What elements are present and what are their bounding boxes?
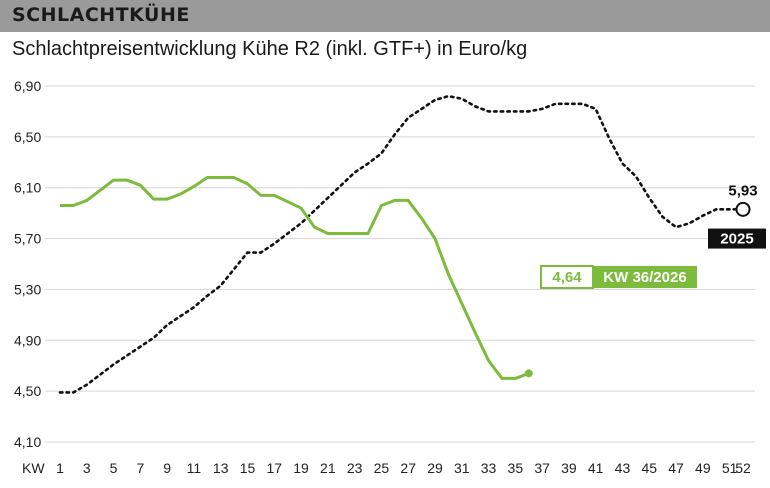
legend-badge-2026: [593, 266, 697, 288]
x-tick-label: 33: [481, 460, 497, 476]
x-tick-label: 13: [213, 460, 229, 476]
x-tick-label: 11: [187, 460, 202, 476]
legend-label-2025: 2025: [720, 231, 753, 248]
x-tick-label: 35: [508, 460, 524, 476]
gridlines: [45, 85, 755, 443]
x-tick-label: 5: [110, 460, 118, 476]
y-tick-label: 5,30: [14, 281, 41, 297]
x-tick-label: 19: [293, 460, 309, 476]
x-tick-label: 25: [374, 460, 390, 476]
x-tick-label: 47: [668, 460, 684, 476]
y-tick-label: 4,10: [14, 434, 41, 450]
x-tick-label: 7: [136, 460, 144, 476]
y-tick-label: 6,90: [14, 78, 41, 94]
value-label-2025: 5,93: [728, 182, 757, 199]
header-title: SCHLACHTKÜHE: [12, 4, 190, 26]
x-tick-label: 45: [641, 460, 657, 476]
y-tick-label: 4,90: [14, 332, 41, 348]
value-label-2026: 4,64: [552, 269, 582, 286]
x-tick-label: 51: [722, 460, 738, 476]
x-tick-label: 37: [534, 460, 550, 476]
x-axis-label: KW: [22, 460, 45, 476]
y-tick-label: 5,70: [14, 231, 41, 247]
y-axis: 6,90 6,50 6,10 5,70 5,30 4,90 4,50 4,10: [14, 78, 41, 450]
annotations: 5,93 2025 4,64 KW 36/2026: [524, 182, 766, 378]
x-tick-label: 23: [347, 460, 363, 476]
x-tick-label: 41: [588, 460, 604, 476]
x-tick-label: 21: [320, 460, 336, 476]
x-tick-label: 15: [240, 460, 256, 476]
x-tick-label: 1: [56, 460, 64, 476]
y-tick-label: 4,50: [14, 383, 41, 399]
x-axis: KW 1 3 5 7 9 11 13 15 17 19 21 23 25 27 29 31 33 35 37 39 41 4…: [22, 460, 751, 476]
x-tick-label: 31: [454, 460, 470, 476]
x-tick-label: 49: [695, 460, 711, 476]
series-2026-end-marker: [524, 369, 533, 378]
series-lines: [58, 94, 745, 394]
x-tick-label: 17: [266, 460, 282, 476]
x-tick-label: 3: [83, 460, 91, 476]
y-tick-label: 6,50: [14, 129, 41, 145]
x-tick-label: 39: [561, 460, 577, 476]
chart-subtitle: Schlachtpreisentwicklung Kühe R2 (inkl. …: [12, 38, 528, 60]
series-2025-line: [58, 94, 745, 394]
x-tick-label: 9: [163, 460, 171, 476]
series-2026-line: [60, 176, 530, 380]
legend-badge-2025: [708, 228, 766, 249]
x-tick-label: 29: [427, 460, 443, 476]
x-tick-label: 27: [400, 460, 416, 476]
series-2025-end-marker: [735, 201, 751, 217]
header-bar: SCHLACHTKÜHE: [0, 0, 770, 32]
x-tick-label: 52: [735, 460, 751, 476]
y-tick-label: 6,10: [14, 180, 41, 196]
legend-label-2026: KW 36/2026: [603, 269, 686, 286]
x-tick-label: 43: [615, 460, 631, 476]
